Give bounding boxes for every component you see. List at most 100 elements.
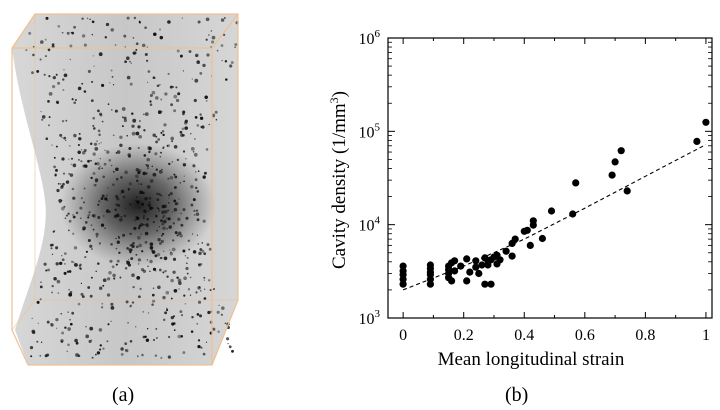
cavity-dot (199, 116, 204, 120)
cavity-dot (195, 291, 198, 294)
cavity-dot (36, 300, 40, 304)
cavity-dot (99, 348, 102, 351)
cavity-dot (123, 118, 128, 123)
y-axis-label-superscript: 3 (327, 97, 341, 103)
cavity-dot (87, 69, 91, 73)
cavity-dot (231, 349, 234, 353)
cavity-dot (173, 144, 178, 149)
cavity-dot (194, 78, 199, 83)
cavity-dot (147, 70, 151, 73)
cavity-dot (87, 286, 91, 289)
cavity-dot (53, 156, 56, 159)
cavity-dot (159, 35, 164, 40)
cavity-dot (109, 82, 111, 84)
cavity-dot (114, 44, 117, 46)
y-tick-label: 105 (359, 121, 381, 141)
cavity-dot (77, 158, 80, 161)
cavity-dot (179, 310, 183, 314)
cavity-dot (190, 133, 192, 135)
cavity-dot (152, 338, 156, 342)
data-point (478, 261, 486, 269)
cavity-dot (186, 272, 189, 275)
cavity-dot (51, 253, 54, 255)
cavity-dot (176, 49, 180, 53)
cavity-dot (89, 142, 93, 146)
cavity-dot (144, 52, 148, 57)
cavity-dot (171, 140, 174, 143)
cavity-dot (211, 35, 216, 40)
cavity-dot (61, 255, 63, 257)
data-point (481, 280, 489, 288)
cavity-dot (68, 158, 70, 160)
cavity-dot (160, 98, 163, 101)
cavity-dot (142, 311, 145, 313)
cavity-dot (89, 326, 94, 331)
cavity-dot (170, 136, 175, 141)
cavity-dot (98, 133, 101, 137)
cavity-dot (57, 81, 61, 85)
cavity-dot (177, 334, 182, 339)
cavity-dot (224, 17, 226, 19)
cavity-dot (167, 20, 171, 24)
cavity-dot (141, 353, 144, 357)
cavity-dot (152, 287, 155, 289)
x-tick-label: 1 (702, 327, 710, 344)
cavity-dot (61, 31, 64, 34)
y-tick-label-base: 10 (359, 218, 375, 235)
cavity-dot (203, 297, 207, 300)
cavity-dot (83, 43, 87, 47)
cavity-dot (40, 110, 42, 113)
cavity-dot (172, 315, 176, 318)
cavity-dot (70, 260, 74, 263)
cavity-dot (68, 288, 70, 291)
cavity-dot (66, 31, 70, 35)
cavity-dot (159, 28, 161, 31)
cavity-dot (102, 284, 105, 287)
cavity-dot (192, 151, 195, 153)
cavity-dot (56, 188, 60, 193)
cavity-dot (205, 17, 210, 22)
cavity-dot (85, 326, 87, 328)
cavity-dot (89, 294, 93, 298)
data-point (466, 268, 474, 276)
cavity-dot (180, 334, 184, 338)
cavity-dot (135, 131, 140, 136)
cavity-dot (99, 286, 103, 290)
cavity-dot (209, 289, 212, 292)
data-points (399, 118, 710, 288)
cavity-dot (63, 271, 67, 275)
cavity-dot (138, 20, 141, 23)
cavity-dot (185, 262, 188, 265)
cavity-dot (178, 288, 180, 290)
data-point (523, 226, 531, 234)
y-tick-label-base: 10 (359, 124, 375, 141)
data-point (569, 210, 577, 218)
cavity-dot (133, 16, 137, 20)
cavity-dot (95, 353, 97, 356)
cavity-dot (221, 59, 223, 62)
cavity-dot (96, 351, 101, 355)
cavity-dot (71, 311, 75, 315)
specimen-render-svg (11, 13, 239, 366)
cavity-dot (61, 136, 63, 139)
cavity-dot (121, 116, 124, 119)
cavity-dot (131, 273, 135, 277)
cavity-dot (139, 287, 142, 291)
cavity-dot (136, 355, 139, 358)
cavity-dot (55, 73, 58, 76)
cavity-dot (102, 347, 105, 350)
cavity-dot (119, 135, 123, 139)
cavity-dot (131, 112, 134, 115)
cavity-dot (146, 328, 149, 330)
cavity-dot (155, 135, 158, 138)
cavity-dot (120, 347, 124, 351)
cavity-dot (131, 124, 135, 128)
cavity-dot (28, 31, 32, 35)
x-tick-label: 0.6 (575, 327, 595, 344)
y-tick-label-base: 10 (359, 311, 375, 328)
cavity-dot (162, 271, 165, 274)
cavity-dot (69, 44, 73, 48)
data-point (547, 207, 556, 215)
cavity-dot (183, 121, 188, 125)
cavity-dot (120, 352, 124, 356)
